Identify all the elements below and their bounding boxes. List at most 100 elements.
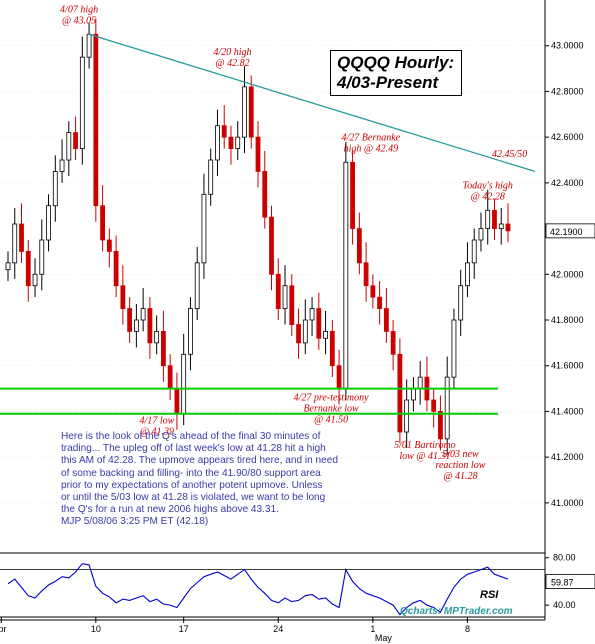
x-tick-label: May: [375, 633, 393, 643]
price-tick-label: 42.8000: [551, 86, 584, 96]
price-tick-label: 41.4000: [551, 406, 584, 416]
candle-body: [25, 251, 31, 287]
price-annotations: 4/07 high@ 43.05 4/20 high@ 42.82 4/27 Ber…: [60, 4, 513, 482]
annotation-text: 4/20 high: [213, 47, 251, 58]
candle-body: [269, 216, 274, 275]
annotation-text: @ 42.82: [215, 58, 249, 69]
candle-body: [370, 285, 376, 298]
price-tick-label: 41.2000: [551, 452, 584, 462]
candle-body: [248, 86, 254, 138]
candle-body: [242, 86, 247, 138]
price-tick-label: 41.6000: [551, 361, 584, 371]
commentary-text: Here is the look of the Q's ahead of the…: [61, 431, 371, 529]
price-tick-label: 42.4000: [551, 178, 584, 188]
candle-body: [12, 223, 18, 264]
annotation-text: 4/27 Bernanke: [342, 132, 401, 143]
candle-body: [140, 308, 146, 321]
candle-body: [329, 331, 335, 367]
rsi-tick-label: 40.00: [553, 600, 576, 610]
candle-body: [215, 125, 220, 161]
candle-body: [296, 324, 301, 344]
x-tick-label: 1: [370, 624, 375, 634]
candle-body: [39, 239, 45, 275]
candle-body: [5, 262, 11, 271]
x-tick-label: 17: [179, 624, 189, 634]
annotation: 4/07 high@ 43.05: [60, 4, 98, 26]
candle-body: [458, 285, 464, 321]
candle-body: [19, 223, 24, 252]
chart-title-box: QQQQ Hourly: 4/03-Present: [330, 50, 462, 96]
candle-body: [444, 376, 450, 440]
annotation-text: 5/03 new: [442, 449, 479, 460]
candle-body: [93, 33, 99, 207]
commentary-line: of some backing and filling- into the 41…: [61, 467, 321, 479]
annotation: 4/17 low@ 41.39: [140, 416, 175, 438]
candle-body: [492, 209, 497, 229]
candle-body: [377, 296, 383, 309]
candle-body: [120, 285, 126, 309]
annotation-text: @ 42.28: [471, 191, 505, 202]
annotation: Today's high@ 42.28: [463, 180, 513, 202]
candle-body: [498, 223, 504, 229]
price-y-axis: 43.0000 42.8000 42.6000 42.4000 42.0000 41.80…: [545, 41, 595, 508]
rsi-title: RSI: [480, 589, 499, 601]
candle-body: [411, 388, 416, 401]
candle-body: [275, 273, 281, 309]
candle-body: [208, 159, 214, 195]
candle-body: [181, 353, 187, 415]
candle-body: [154, 331, 160, 344]
annotation-text: Today's high: [463, 180, 513, 191]
candle-body: [438, 411, 443, 440]
annotation: 4/20 high@ 42.82: [213, 47, 251, 69]
candle-body: [100, 205, 105, 241]
candle-body: [451, 319, 457, 378]
price-tick-label: 42.0000: [551, 269, 584, 279]
candle-body: [194, 262, 200, 309]
price-tick-label: 41.0000: [551, 498, 584, 508]
price-tick-label: 42.6000: [551, 132, 584, 142]
y-axis-panel: [545, 0, 595, 644]
annotation-text: 5/01 Bartiromo: [394, 440, 456, 451]
candle-body: [431, 399, 437, 412]
candle-body: [127, 308, 133, 332]
candle-body: [309, 308, 315, 321]
candle-body: [505, 223, 511, 232]
price-tick-label: 43.0000: [551, 41, 584, 51]
candle-body: [397, 353, 403, 433]
rsi-line: [7, 563, 509, 616]
candle-body: [390, 331, 396, 355]
candle-body: [289, 285, 295, 325]
candle-body: [404, 399, 410, 433]
candle-body: [46, 205, 51, 241]
candle-body: [201, 193, 207, 264]
candle-body: [79, 56, 85, 149]
candle-body: [52, 171, 58, 207]
x-tick-label: 24: [273, 624, 283, 634]
credit-label: Qcharts: MPTrader.com: [400, 606, 513, 617]
commentary-line: the Q's for a run at new 2006 highs abov…: [61, 504, 279, 516]
candle-body: [188, 308, 193, 355]
rsi-last-label: 59.87: [551, 578, 574, 588]
candle-body: [316, 308, 322, 339]
candle-body: [73, 132, 78, 149]
candle-body: [323, 331, 328, 339]
annotation-text: @ 43.05: [62, 15, 96, 26]
candle-body: [221, 125, 227, 138]
candle-body: [302, 319, 308, 344]
candle-body: [383, 308, 389, 332]
commentary-line: Here is the look of the Q's ahead of the…: [61, 431, 321, 442]
annotation-text: @ 41.28: [443, 471, 477, 482]
annotation-text: reaction low: [435, 460, 485, 471]
candle-body: [350, 161, 355, 229]
candle-body: [262, 171, 268, 218]
commentary-line: MJP 5/08/06 3:25 PM ET (42.18): [61, 516, 209, 528]
candle-body: [255, 136, 261, 172]
candle-body: [417, 376, 423, 389]
candle-body: [32, 273, 38, 287]
rsi-panel: 80.00 40.00 59.87 RSI Qcharts: MPTrader.com: [0, 552, 595, 618]
candle-body: [161, 331, 166, 367]
